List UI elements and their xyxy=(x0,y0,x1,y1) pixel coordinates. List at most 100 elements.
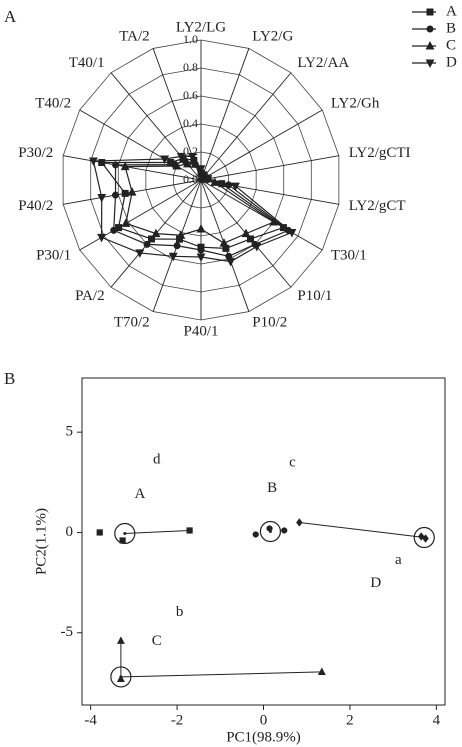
annotation: d xyxy=(153,452,161,468)
centroid xyxy=(413,526,435,549)
marker xyxy=(226,258,236,267)
marker xyxy=(110,226,118,234)
spoke xyxy=(200,72,292,181)
axis-label: P40/2 xyxy=(18,198,53,214)
spoke xyxy=(200,155,339,181)
marker xyxy=(98,158,106,166)
legend-label: D xyxy=(446,54,457,70)
annotation: A xyxy=(134,486,145,502)
marker xyxy=(231,182,240,192)
marker xyxy=(121,218,131,227)
marker xyxy=(160,155,170,164)
axis-label: PA/2 xyxy=(75,288,104,304)
link-line xyxy=(120,671,322,678)
marker xyxy=(151,228,161,238)
marker xyxy=(281,527,288,534)
panel-label: A xyxy=(4,7,17,26)
annotation: c xyxy=(289,455,296,471)
marker xyxy=(172,161,182,170)
marker xyxy=(197,246,205,254)
axis-label: P40/1 xyxy=(183,323,218,339)
link-line xyxy=(124,529,190,534)
marker xyxy=(121,189,129,197)
marker xyxy=(116,636,125,644)
centroid xyxy=(110,666,132,688)
y-tick-label: 5 xyxy=(66,424,74,440)
axis-label: LY2/LG xyxy=(176,19,226,35)
spoke xyxy=(200,109,323,181)
centroid xyxy=(114,522,136,545)
axis-label: LY2/Gh xyxy=(331,95,380,111)
centroid xyxy=(259,520,282,543)
spoke xyxy=(63,155,202,181)
legend-label: C xyxy=(446,37,456,53)
marker xyxy=(168,252,178,262)
axis-label: P30/2 xyxy=(18,145,53,161)
marker xyxy=(241,228,251,238)
marker xyxy=(425,59,435,68)
marker xyxy=(426,8,434,16)
centroid-dot xyxy=(422,535,426,539)
axis-label: T70/2 xyxy=(114,314,150,330)
marker xyxy=(186,527,193,534)
axis-label: P10/1 xyxy=(297,288,332,304)
y-tick-label: -5 xyxy=(61,624,74,640)
marker xyxy=(176,230,186,239)
spoke xyxy=(200,179,323,251)
x-axis-label: PC1(98.9%) xyxy=(226,729,301,745)
marker xyxy=(112,161,120,169)
marker xyxy=(425,41,435,50)
marker xyxy=(287,229,297,238)
marker xyxy=(143,240,151,248)
axis-label: LY2/G xyxy=(252,29,293,45)
axis-label: LY2/gCTI xyxy=(349,145,411,161)
legend-label: B xyxy=(446,20,456,36)
plot-frame xyxy=(81,377,446,706)
y-axis-label: PC2(1.1%) xyxy=(33,508,49,575)
marker xyxy=(203,175,213,184)
marker xyxy=(196,253,206,262)
marker xyxy=(196,165,206,174)
spoke xyxy=(200,48,250,181)
marker xyxy=(252,242,262,252)
x-tick-label: 4 xyxy=(433,712,441,728)
marker xyxy=(89,157,98,167)
x-tick-label: 0 xyxy=(260,712,268,728)
marker xyxy=(219,238,229,247)
marker xyxy=(269,217,279,226)
centroid-dot xyxy=(268,529,272,533)
legend-label: A xyxy=(446,3,457,19)
marker xyxy=(148,235,156,243)
spoke xyxy=(79,109,202,181)
axis-label: LY2/AA xyxy=(297,55,349,71)
marker xyxy=(173,242,181,250)
axis-label: P10/2 xyxy=(252,314,287,330)
r-tick-label: 0.6 xyxy=(183,88,198,102)
marker xyxy=(127,187,137,196)
annotation: D xyxy=(370,575,381,591)
annotation: a xyxy=(395,552,402,568)
marker xyxy=(317,667,326,675)
marker xyxy=(97,194,107,203)
axis-label: TA/2 xyxy=(119,29,149,45)
x-tick-label: -2 xyxy=(171,712,184,728)
r-tick-label: 1.0 xyxy=(183,32,198,46)
y-tick-label: 0 xyxy=(66,524,74,540)
axis-label: T40/2 xyxy=(35,95,71,111)
marker xyxy=(97,233,107,243)
r-tick-label: 0.8 xyxy=(183,60,198,74)
x-tick-label: 2 xyxy=(346,712,354,728)
annotation: B xyxy=(267,480,277,496)
marker xyxy=(96,529,103,536)
marker xyxy=(418,532,425,541)
marker xyxy=(296,518,303,527)
marker xyxy=(135,249,145,258)
marker xyxy=(426,25,434,33)
axis-label: T30/1 xyxy=(331,247,367,263)
marker xyxy=(112,191,120,199)
marker xyxy=(246,235,254,243)
r-tick-label: 0.4 xyxy=(183,116,198,130)
marker xyxy=(116,674,125,683)
axis-label: LY2/gCT xyxy=(349,198,406,214)
